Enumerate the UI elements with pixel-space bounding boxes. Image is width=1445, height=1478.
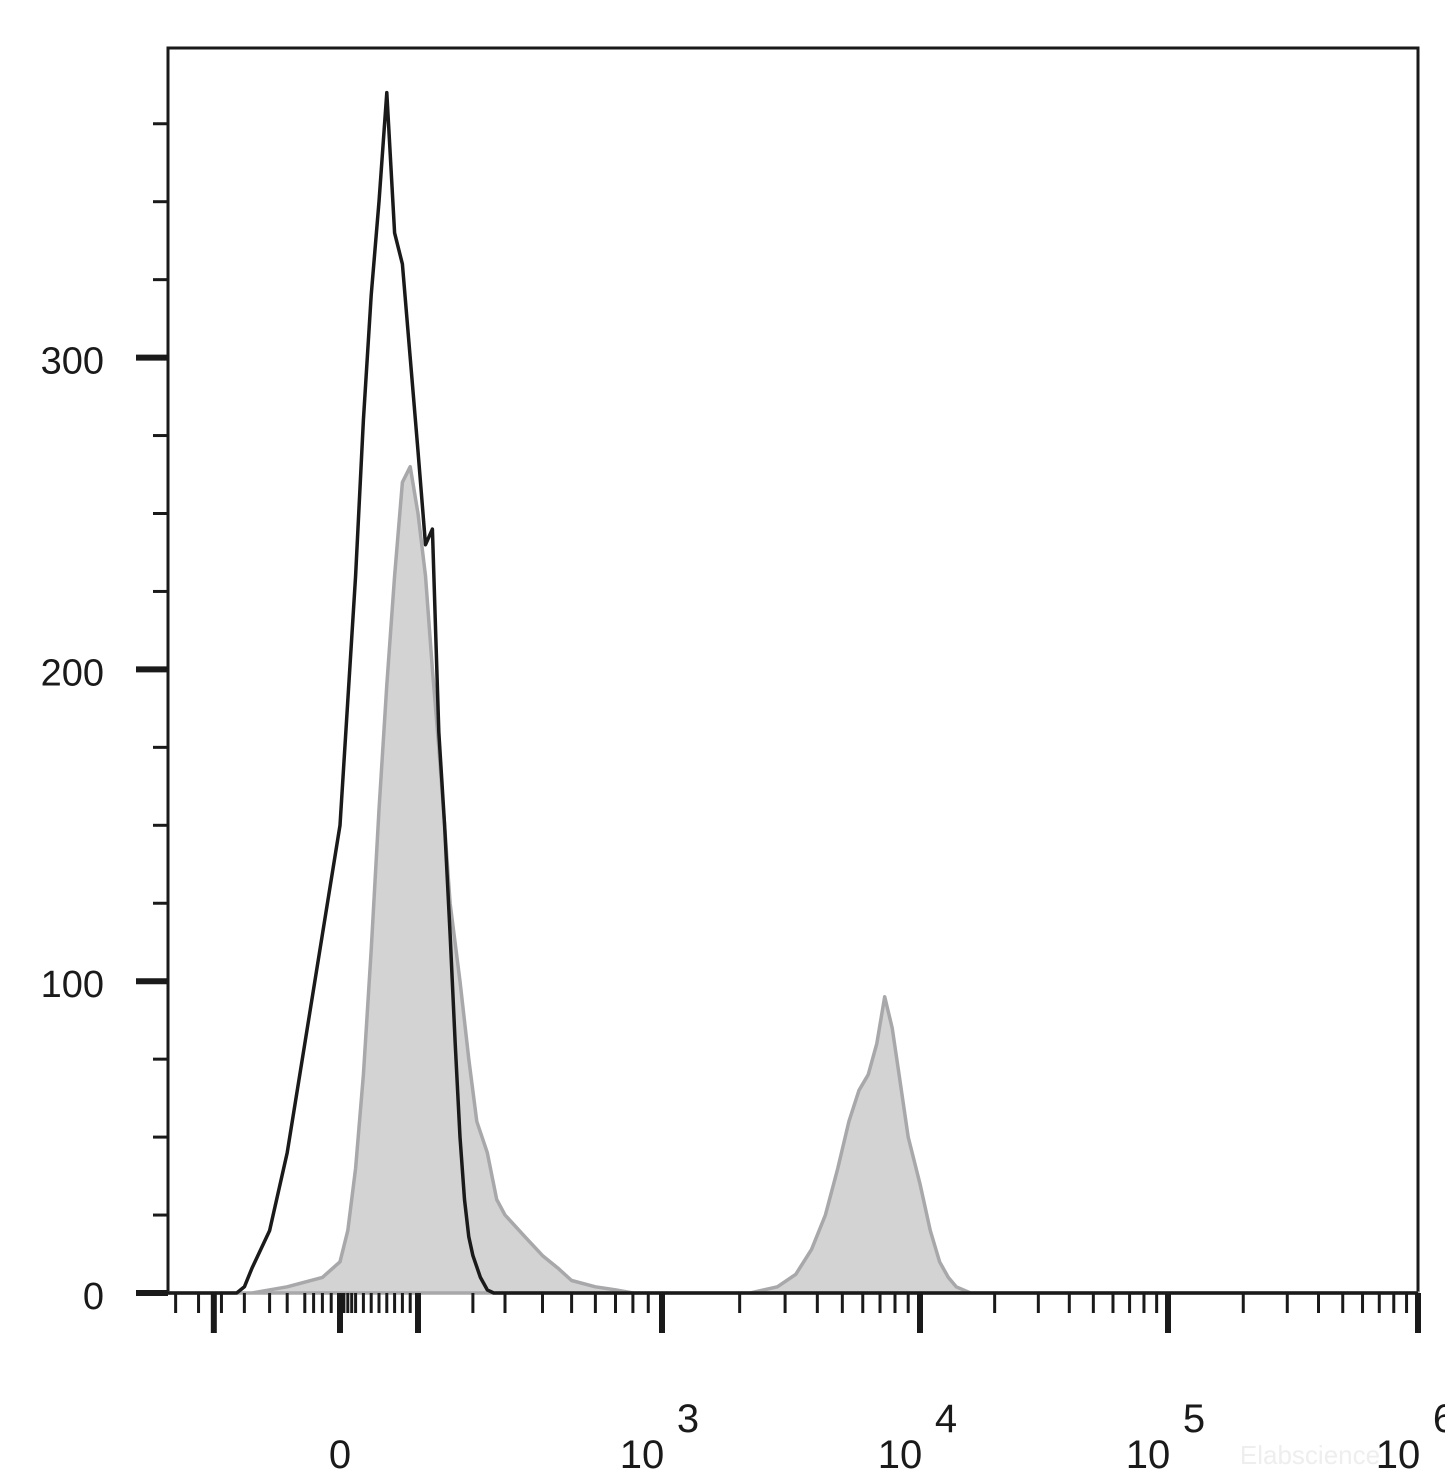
filled-series-area bbox=[166, 464, 1420, 1295]
plot-frame bbox=[166, 46, 1420, 1295]
x-tick-exponent: 6 bbox=[1433, 1397, 1445, 1441]
x-tick-exponent: 5 bbox=[1183, 1397, 1205, 1441]
y-tick-label: 0 bbox=[83, 1276, 104, 1318]
watermark-text: Elabscience bbox=[1240, 1440, 1380, 1470]
x-tick-label: 10 bbox=[1376, 1433, 1421, 1477]
plot-area bbox=[166, 46, 1420, 1295]
outline-series-line bbox=[168, 90, 1418, 1295]
y-tick-label: 100 bbox=[41, 964, 104, 1006]
y-tick-label: 300 bbox=[41, 341, 104, 383]
x-tick-label: 10 bbox=[1126, 1433, 1171, 1477]
filled-histogram-series bbox=[166, 464, 1420, 1295]
x-axis: 0 10 3 10 4 10 5 10 6 bbox=[174, 1293, 1445, 1477]
x-tick-label: 10 bbox=[878, 1433, 923, 1477]
x-tick-exponent: 4 bbox=[935, 1397, 957, 1441]
x-tick-label: 0 bbox=[329, 1433, 351, 1477]
outline-histogram-series bbox=[168, 90, 1418, 1295]
x-tick-label: 10 bbox=[620, 1433, 665, 1477]
x-tick-exponent: 3 bbox=[677, 1397, 699, 1441]
y-axis: 0 100 200 300 bbox=[41, 122, 168, 1318]
y-tick-label: 200 bbox=[41, 652, 104, 694]
